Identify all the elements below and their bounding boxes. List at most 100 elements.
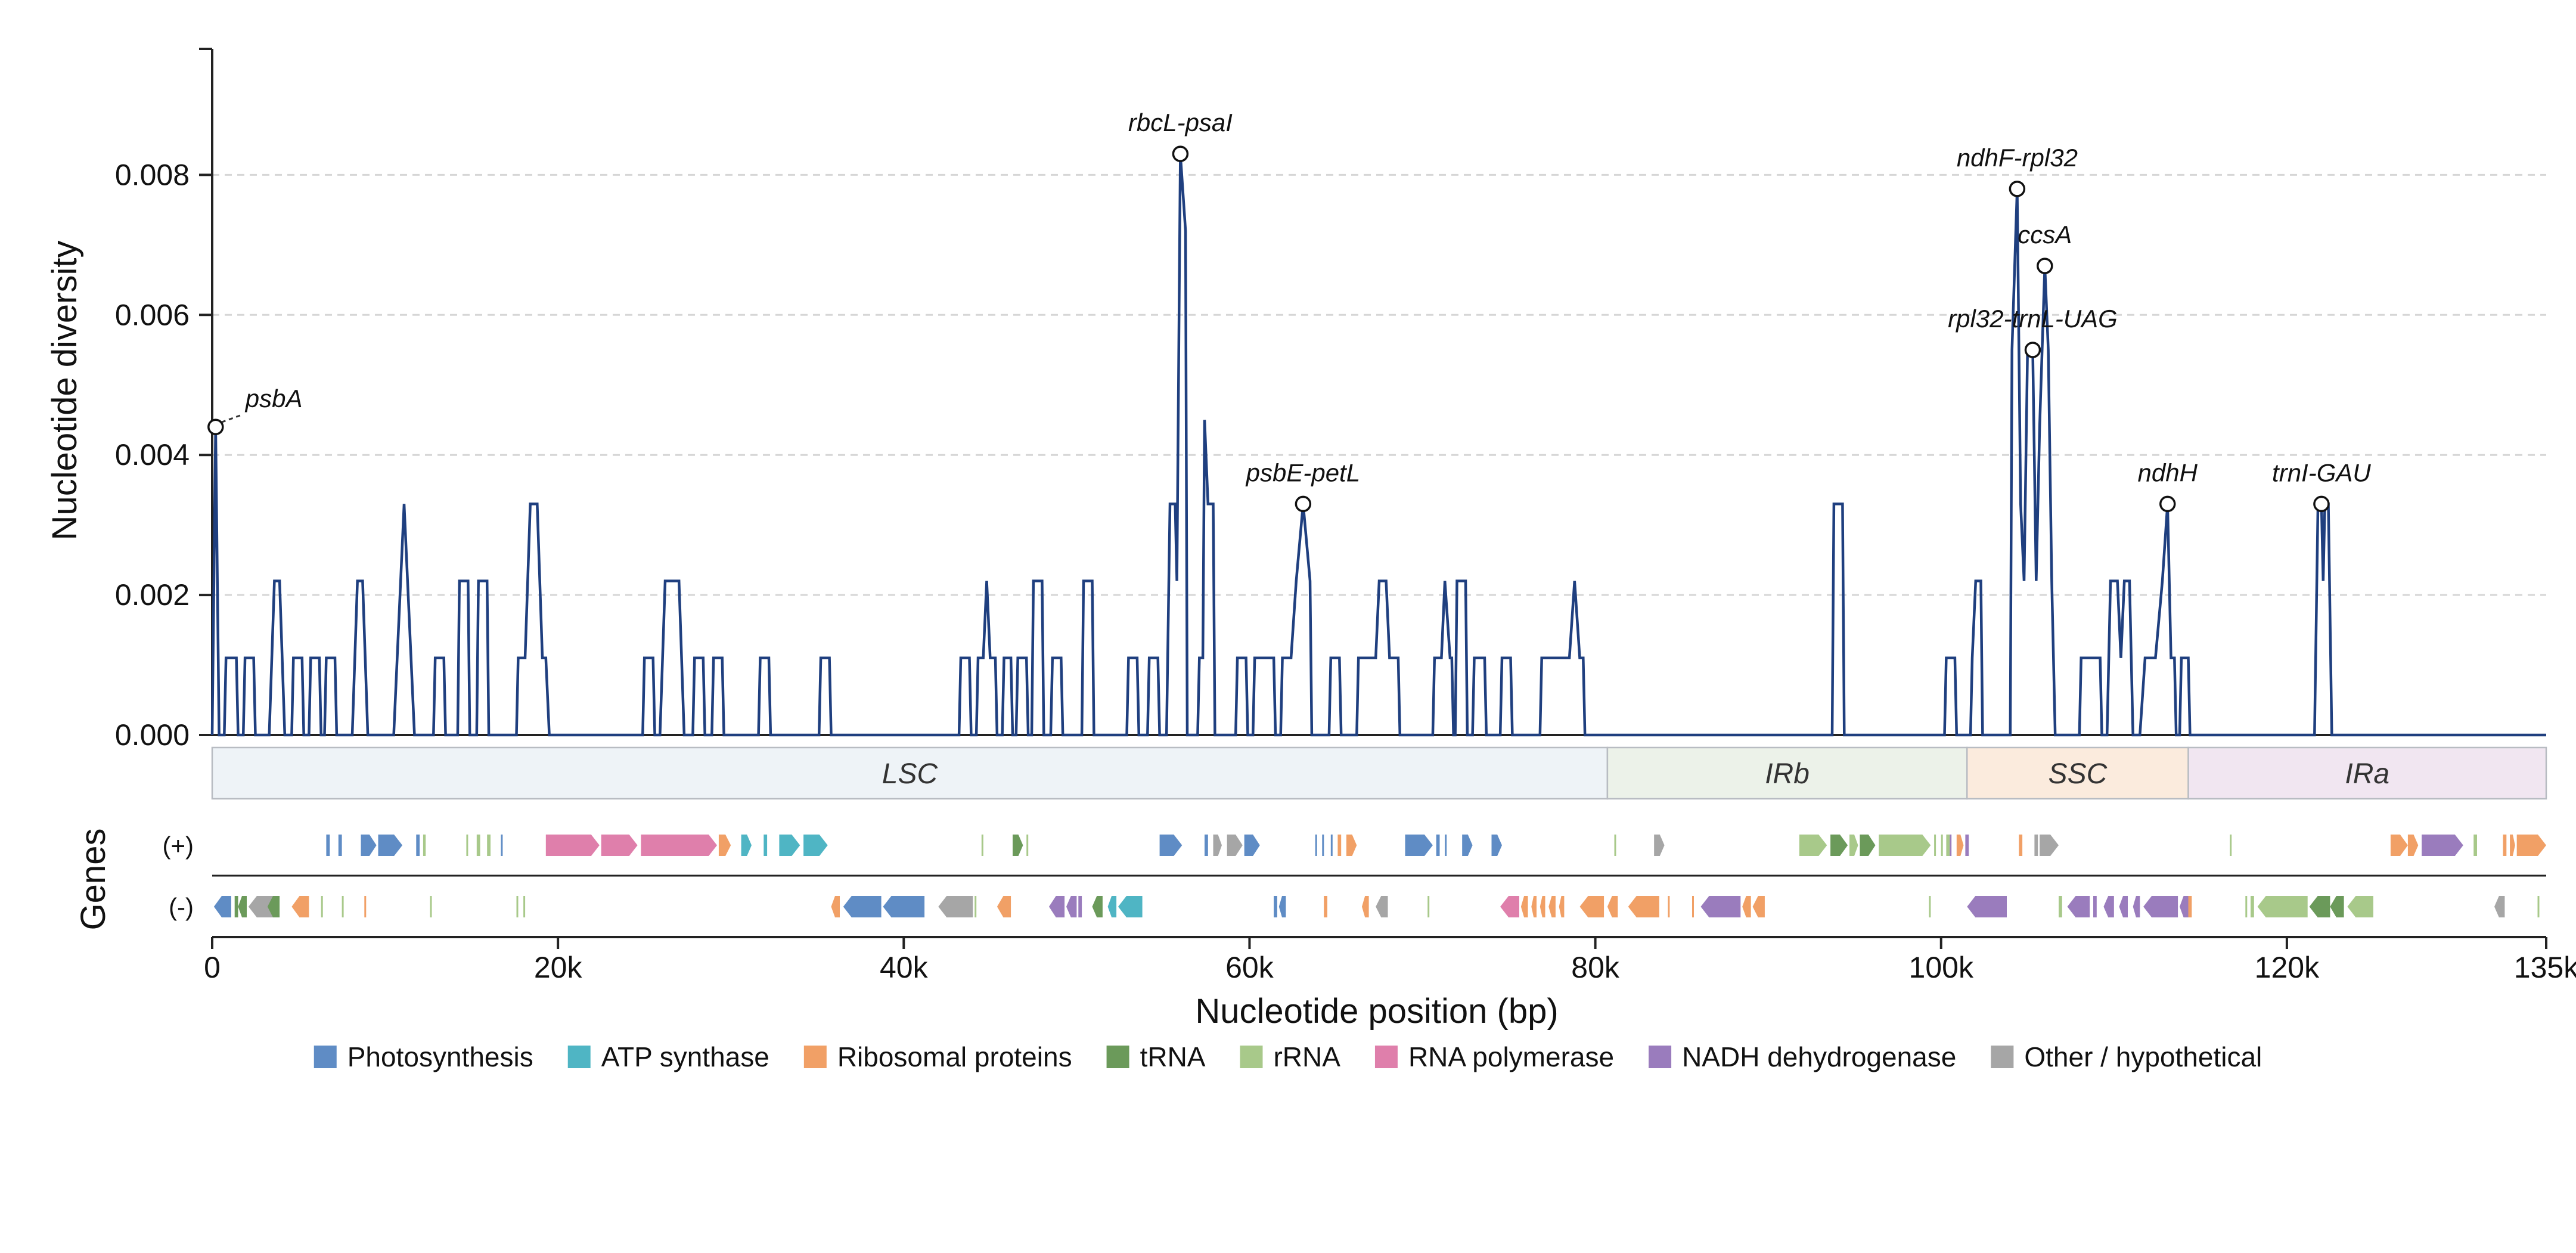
gene-arrow bbox=[1500, 896, 1519, 917]
gene-arrow bbox=[2422, 835, 2463, 856]
gene-arrow bbox=[718, 835, 731, 856]
y-tick-label: 0.002 bbox=[115, 578, 190, 612]
peak-marker bbox=[2037, 258, 2053, 274]
gene-arrow bbox=[1330, 835, 1333, 856]
legend-label: RNA polymerase bbox=[1408, 1041, 1614, 1072]
gene-arrow bbox=[764, 835, 768, 856]
gene-arrow bbox=[1579, 896, 1604, 917]
gene-arrow bbox=[1941, 835, 1943, 856]
gene-arrow bbox=[2330, 896, 2344, 917]
gene-arrow bbox=[1227, 835, 1243, 856]
gene-arrow bbox=[1540, 896, 1545, 917]
legend-swatch bbox=[1374, 1046, 1398, 1068]
diversity-line-series bbox=[210, 154, 2546, 737]
region-label: LSC bbox=[882, 758, 938, 790]
peak-marker bbox=[2313, 495, 2330, 513]
peak-label: psbA bbox=[244, 384, 303, 413]
gene-arrow bbox=[1752, 896, 1765, 917]
gene-arrow bbox=[1531, 896, 1537, 917]
gene-arrow bbox=[2510, 835, 2515, 856]
strand-label: (-) bbox=[169, 893, 194, 921]
gene-arrow bbox=[2230, 835, 2232, 856]
legend-label: ATP synthase bbox=[601, 1041, 769, 1072]
gene-arrow bbox=[1026, 835, 1029, 856]
gene-arrow bbox=[1445, 835, 1447, 856]
diversity-line bbox=[210, 154, 2546, 737]
legend-swatch bbox=[1106, 1046, 1129, 1068]
gene-arrow bbox=[1692, 896, 1694, 917]
gene-arrow bbox=[416, 835, 420, 856]
gene-arrow bbox=[291, 896, 309, 917]
peak-annotations: psbA rbcL-psaI psbE-petL ndhF-rpl32 ccsA rpl3… bbox=[207, 108, 2371, 513]
gene-arrow bbox=[1462, 835, 1473, 856]
legend-label: Ribosomal proteins bbox=[837, 1041, 1072, 1072]
y-tick-label: 0.004 bbox=[115, 438, 190, 472]
gene-arrow bbox=[1346, 835, 1357, 856]
gene-arrow bbox=[1860, 835, 1876, 856]
gene-arrow bbox=[2019, 835, 2023, 856]
gene-arrow bbox=[601, 835, 638, 856]
legend-swatch bbox=[567, 1046, 591, 1068]
gene-arrow bbox=[741, 835, 752, 856]
gene-arrow bbox=[342, 896, 344, 917]
gene-arrow bbox=[2180, 896, 2189, 917]
gene-arrow bbox=[1559, 896, 1565, 917]
gene-arrow bbox=[466, 835, 468, 856]
gene-arrow bbox=[364, 896, 367, 917]
gene-arrow bbox=[1013, 835, 1023, 856]
peak-label: ndhH bbox=[2138, 458, 2198, 486]
genome-region-bar: LSC IRb SSC IRa bbox=[211, 746, 2547, 800]
legend-swatch bbox=[314, 1046, 337, 1068]
gene-arrow bbox=[1427, 896, 1430, 917]
gene-arrow bbox=[338, 835, 342, 856]
x-tick-label: 120k bbox=[2255, 951, 2320, 984]
gene-arrow bbox=[938, 896, 973, 917]
peak-label: rbcL-psaI bbox=[1128, 108, 1233, 137]
gene-arrow bbox=[1244, 835, 1260, 856]
gene-arrow bbox=[1315, 835, 1317, 856]
y-tick-label: 0.000 bbox=[115, 718, 190, 752]
legend-label: rRNA bbox=[1273, 1041, 1340, 1072]
gene-arrow bbox=[1274, 896, 1277, 917]
region-block bbox=[2187, 746, 2547, 800]
gene-arrow bbox=[1376, 896, 1388, 917]
gridlines bbox=[212, 173, 2546, 596]
gene-arrow bbox=[238, 896, 247, 917]
gene-arrow bbox=[1107, 896, 1117, 917]
x-axis-title: Nucleotide position (bp) bbox=[1195, 992, 1558, 1031]
gene-arrow bbox=[2407, 835, 2419, 856]
gene-arrow bbox=[1362, 896, 1369, 917]
gene-arrow bbox=[974, 896, 977, 917]
peak-marker bbox=[2159, 495, 2176, 513]
x-tick-label: 135k bbox=[2514, 951, 2576, 984]
gene-arrow bbox=[326, 835, 330, 856]
gene-arrow bbox=[1205, 835, 1208, 856]
gene-arrow bbox=[1405, 835, 1433, 856]
gene-arrow bbox=[1324, 896, 1327, 917]
gene-arrow bbox=[1934, 835, 1936, 856]
gene-arrow bbox=[1742, 896, 1751, 917]
peak-label: rpl32-trnL-UAG bbox=[1948, 305, 2118, 333]
gene-arrow bbox=[2309, 896, 2330, 917]
gene-arrow bbox=[1967, 896, 2007, 917]
gene-arrow bbox=[1066, 896, 1077, 917]
strand-label: (+) bbox=[163, 832, 194, 860]
gene-arrow bbox=[779, 835, 800, 856]
gene-arrow bbox=[1278, 896, 1286, 917]
gene-arrow bbox=[321, 896, 323, 917]
legend-swatch bbox=[1991, 1046, 2014, 1068]
gene-arrow bbox=[1078, 896, 1082, 917]
gene-arrow bbox=[2494, 896, 2505, 917]
legend-swatch bbox=[803, 1046, 827, 1068]
gene-arrow bbox=[1049, 896, 1065, 917]
gene-arrow bbox=[2034, 835, 2038, 856]
gene-arrow bbox=[361, 835, 377, 856]
legend-label: NADH dehydrogenase bbox=[1682, 1041, 1956, 1072]
gene-arrow bbox=[1548, 896, 1556, 917]
peak-label: ccsA bbox=[2018, 221, 2072, 249]
gene-arrow bbox=[1092, 896, 1103, 917]
x-tick-label: 40k bbox=[880, 951, 929, 984]
gene-arrow bbox=[2245, 896, 2248, 917]
gene-arrow bbox=[1118, 896, 1143, 917]
gene-arrow bbox=[2059, 896, 2062, 917]
